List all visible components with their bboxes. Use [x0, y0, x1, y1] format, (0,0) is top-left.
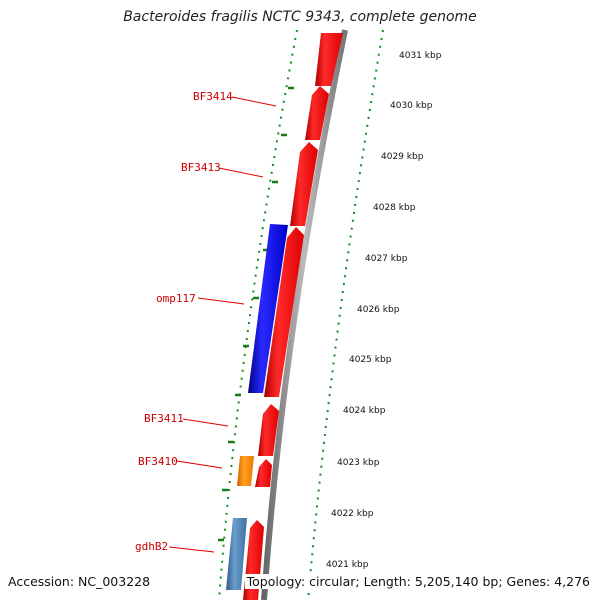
gene-feature-large-red[interactable] — [264, 227, 304, 397]
gene-feature-bf3410[interactable] — [237, 456, 254, 486]
gene-feature-top[interactable] — [315, 33, 343, 86]
gene-feature-gdhB2[interactable] — [226, 518, 247, 590]
gene-feature-bf3410-partner[interactable] — [255, 459, 272, 487]
gene-label-bf3410[interactable]: BF3410 — [138, 455, 178, 468]
scale-label-4031: 4031 kbp — [399, 51, 442, 61]
gene-feature-bf3413[interactable] — [290, 142, 318, 226]
scale-label-4021: 4021 kbp — [326, 560, 369, 570]
scale-label-4025: 4025 kbp — [349, 355, 392, 365]
gene-feature-omp117[interactable] — [248, 224, 288, 393]
accession-text: Accession: NC_003228 — [8, 574, 151, 589]
label-leader-lines — [168, 96, 277, 553]
inner-major-ticks — [218, 86, 294, 542]
gene-label-bf3414[interactable]: BF3414 — [193, 90, 233, 103]
scale-label-4028: 4028 kbp — [373, 203, 416, 213]
inner-tick-track — [218, 29, 298, 600]
scale-label-4022: 4022 kbp — [331, 509, 374, 519]
map-title: Bacteroides fragilis NCTC 9343, complete… — [123, 9, 477, 25]
gene-label-gdhB2[interactable]: gdhB2 — [135, 540, 168, 553]
genome-backbone — [261, 29, 348, 600]
scale-label-4024: 4024 kbp — [343, 406, 386, 416]
gene-label-bf3411[interactable]: BF3411 — [144, 412, 184, 425]
gene-label-omp117[interactable]: omp117 — [156, 292, 196, 305]
gene-label-bf3413[interactable]: BF3413 — [181, 161, 221, 174]
scale-label-4030: 4030 kbp — [390, 101, 433, 111]
scale-label-4027: 4027 kbp — [365, 254, 408, 264]
scale-label-4026: 4026 kbp — [357, 305, 400, 315]
gene-feature-bf3411[interactable] — [258, 404, 279, 456]
scale-label-4023: 4023 kbp — [337, 458, 380, 468]
genome-summary-text: Topology: circular; Length: 5,205,140 bp… — [244, 574, 590, 589]
gene-feature-bf3414[interactable] — [305, 86, 329, 140]
scale-label-4029: 4029 kbp — [381, 152, 424, 162]
